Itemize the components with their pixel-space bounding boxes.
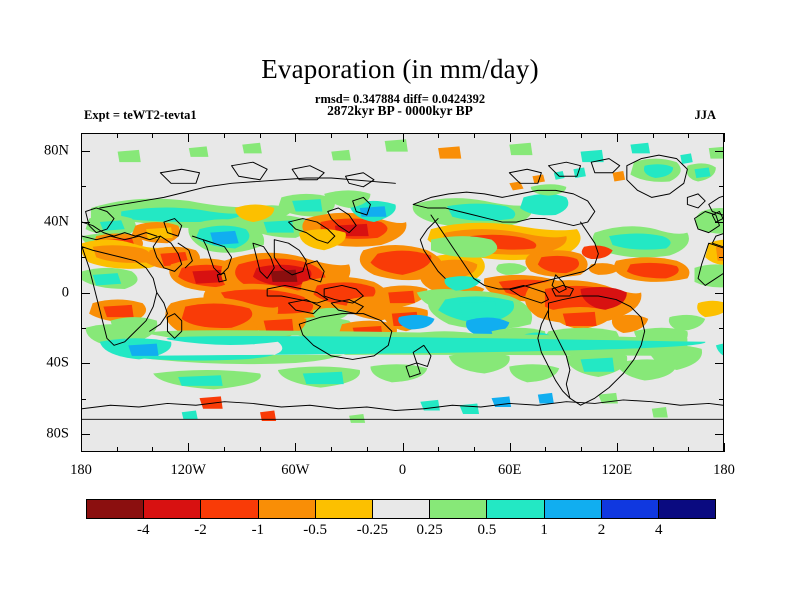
colorbar-tick-label: 0.25 bbox=[416, 522, 443, 538]
y-tick-major bbox=[715, 433, 724, 435]
x-axis-label: 120W bbox=[170, 462, 206, 478]
x-tick-major bbox=[723, 133, 725, 142]
colorbar-tick-label: 0.5 bbox=[477, 522, 497, 538]
y-tick-major bbox=[81, 292, 90, 294]
x-tick-major bbox=[187, 133, 189, 142]
x-tick-minor bbox=[116, 133, 118, 138]
x-tick-minor bbox=[473, 447, 475, 452]
y-tick-major bbox=[81, 433, 90, 435]
colorbar-tick-label: -2 bbox=[194, 522, 207, 538]
colorbar-tick-label: 4 bbox=[654, 522, 663, 538]
x-tick-minor bbox=[437, 447, 439, 452]
y-tick-minor bbox=[719, 185, 724, 187]
x-tick-minor bbox=[580, 447, 582, 452]
x-tick-major bbox=[509, 133, 511, 142]
y-axis-label: 80S bbox=[46, 425, 69, 442]
map-plot-area bbox=[81, 133, 724, 452]
y-tick-major bbox=[715, 362, 724, 364]
colorbar-swatch bbox=[657, 500, 716, 518]
y-tick-minor bbox=[719, 256, 724, 258]
x-tick-minor bbox=[330, 133, 332, 138]
x-tick-minor bbox=[223, 447, 225, 452]
colorbar-tick-label: 1 bbox=[540, 522, 548, 538]
x-tick-minor bbox=[366, 447, 368, 452]
y-tick-major bbox=[81, 362, 90, 364]
figure-title: Evaporation (in mm/day) bbox=[261, 54, 539, 84]
x-axis-label: 180 bbox=[70, 462, 92, 478]
colorbar-tick-label: 2 bbox=[597, 522, 606, 538]
y-axis-label: 0 bbox=[61, 284, 69, 300]
x-tick-minor bbox=[330, 447, 332, 452]
y-axis-label: 80N bbox=[44, 142, 69, 159]
y-axis-label: 40N bbox=[44, 213, 69, 230]
x-tick-major bbox=[294, 443, 296, 452]
x-tick-major bbox=[616, 443, 618, 452]
y-tick-major bbox=[715, 150, 724, 152]
x-tick-major bbox=[80, 443, 82, 452]
y-tick-minor bbox=[719, 398, 724, 400]
colorbar-swatch bbox=[543, 500, 601, 518]
x-tick-major bbox=[294, 133, 296, 142]
season-label: JJA bbox=[694, 108, 716, 122]
x-tick-minor bbox=[259, 133, 261, 138]
x-tick-minor bbox=[223, 133, 225, 138]
x-tick-minor bbox=[687, 447, 689, 452]
x-tick-minor bbox=[580, 133, 582, 138]
map-contour-svg bbox=[82, 134, 723, 451]
x-tick-minor bbox=[151, 447, 153, 452]
coastlines bbox=[82, 154, 723, 420]
y-tick-minor bbox=[81, 185, 86, 187]
colorbar-swatch bbox=[429, 500, 487, 518]
x-axis-label: 60W bbox=[281, 462, 310, 478]
x-tick-minor bbox=[473, 133, 475, 138]
y-tick-major bbox=[715, 221, 724, 223]
colorbar-swatch bbox=[143, 500, 201, 518]
x-axis-label: 60E bbox=[497, 462, 522, 478]
y-tick-major bbox=[81, 150, 90, 152]
x-tick-minor bbox=[437, 133, 439, 138]
colorbar-swatch bbox=[600, 500, 658, 518]
colorbar-tick-label: -0.5 bbox=[303, 522, 327, 538]
x-tick-minor bbox=[544, 447, 546, 452]
y-tick-minor bbox=[81, 327, 86, 329]
x-tick-major bbox=[616, 133, 618, 142]
x-tick-minor bbox=[652, 133, 654, 138]
y-axis-label: 40S bbox=[46, 354, 69, 371]
y-tick-major bbox=[715, 292, 724, 294]
figure-subtitle-period: 2872kyr BP - 0000kyr BP bbox=[327, 103, 473, 118]
x-axis-label: 0 bbox=[398, 462, 407, 478]
colorbar-tick-label: -0.25 bbox=[356, 522, 388, 538]
x-tick-major bbox=[402, 133, 404, 142]
x-tick-minor bbox=[366, 133, 368, 138]
experiment-label: Expt = teWT2-tevta1 bbox=[84, 108, 197, 122]
colorbar-swatch bbox=[257, 500, 315, 518]
colorbar bbox=[86, 499, 716, 519]
x-axis-label: 120E bbox=[601, 462, 633, 478]
x-tick-minor bbox=[544, 133, 546, 138]
figure-subtitle-stats: rmsd= 0.347884 diff= 0.0424392 bbox=[314, 92, 486, 106]
y-tick-minor bbox=[719, 327, 724, 329]
colorbar-swatch bbox=[200, 500, 258, 518]
colorbar-swatch bbox=[371, 500, 430, 518]
x-tick-major bbox=[723, 443, 725, 452]
x-tick-major bbox=[187, 443, 189, 452]
colorbar-swatch bbox=[314, 500, 372, 518]
x-tick-major bbox=[80, 133, 82, 142]
x-tick-minor bbox=[116, 447, 118, 452]
colorbar-swatch bbox=[87, 500, 144, 518]
x-tick-major bbox=[509, 443, 511, 452]
colorbar-swatch bbox=[486, 500, 544, 518]
colorbar-tick-label: -4 bbox=[137, 522, 150, 538]
y-tick-minor bbox=[81, 256, 86, 258]
x-tick-minor bbox=[652, 447, 654, 452]
y-tick-major bbox=[81, 221, 90, 223]
x-tick-minor bbox=[151, 133, 153, 138]
x-tick-major bbox=[402, 443, 404, 452]
colorbar-tick-label: -1 bbox=[251, 522, 265, 538]
x-tick-minor bbox=[259, 447, 261, 452]
x-axis-label: 180 bbox=[713, 462, 735, 478]
x-tick-minor bbox=[687, 133, 689, 138]
y-tick-minor bbox=[81, 398, 86, 400]
